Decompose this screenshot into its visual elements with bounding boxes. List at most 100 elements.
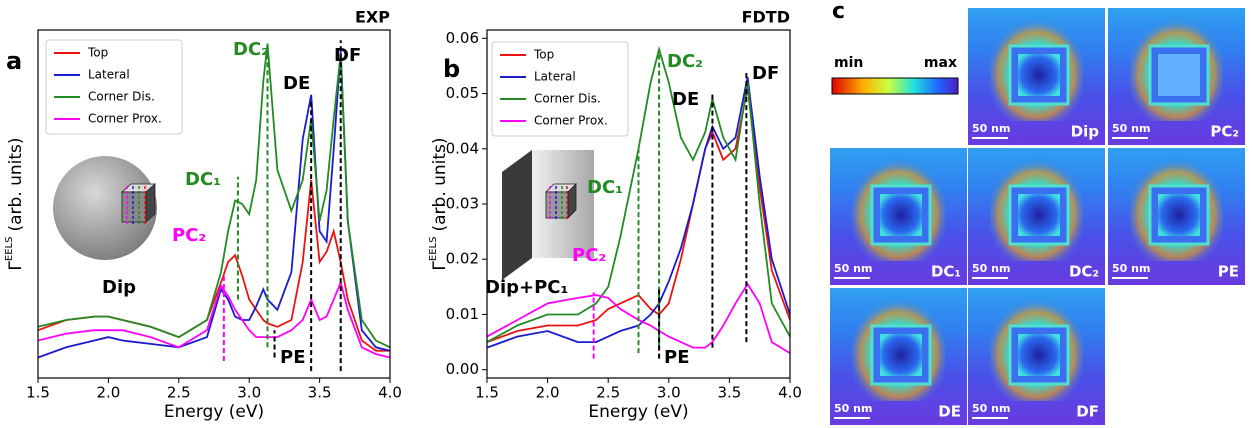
annotation: Dip+PC₁ — [485, 277, 568, 298]
panel-letter: b — [443, 55, 460, 83]
series-line — [37, 50, 391, 359]
x-tick-label: 4.0 — [378, 384, 402, 402]
annotation: PE — [664, 347, 690, 368]
y-tick-label: 0.01 — [446, 305, 479, 323]
map-core — [1018, 54, 1060, 96]
panel-letter: c — [832, 0, 845, 24]
map-label: DE — [938, 403, 961, 421]
scale-label: 50 nm — [972, 122, 1010, 135]
y-axis-label-part: (arb. units) — [6, 137, 26, 231]
x-tick-label: 3.0 — [237, 384, 261, 402]
chart-title: FDTD — [742, 8, 790, 27]
y-tick-label: 0.06 — [446, 29, 479, 47]
y-axis-label-part: Γ — [6, 261, 26, 271]
annotation: DF — [334, 45, 361, 66]
map-core — [1158, 194, 1200, 236]
map-core — [880, 334, 922, 376]
annotation: DE — [672, 89, 699, 110]
x-tick-label: 4.0 — [778, 384, 802, 402]
y-axis-label-part: (arb. units) — [430, 137, 450, 231]
legend-label: Corner Dis. — [534, 92, 601, 106]
series-line — [37, 279, 391, 359]
x-tick-label: 3.5 — [717, 384, 741, 402]
x-tick-label: 2.5 — [596, 384, 620, 402]
x-tick-label: 2.0 — [96, 384, 120, 402]
map-core — [1018, 334, 1060, 376]
scale-label: 50 nm — [972, 262, 1010, 275]
y-tick-label: 0.03 — [446, 195, 479, 213]
x-tick-label: 1.5 — [26, 384, 50, 402]
map-label: DC₂ — [1069, 263, 1099, 281]
colorbar-max: max — [924, 55, 957, 71]
annotation: DC₂ — [667, 51, 703, 72]
legend-label: Lateral — [534, 70, 576, 84]
series-line — [486, 45, 791, 343]
y-axis-label: ΓEELS (arb. units) — [428, 137, 450, 270]
eels-map: 50 nm DC₂ — [968, 148, 1105, 285]
map-label: DC₁ — [931, 263, 961, 281]
legend-label: Top — [87, 46, 108, 60]
annotation: DC₂ — [233, 39, 269, 60]
x-tick-label: 1.5 — [475, 384, 499, 402]
map-core — [1018, 194, 1060, 236]
scale-label: 50 nm — [834, 402, 872, 415]
y-axis-label-part: EELS — [4, 237, 15, 262]
plot-frame — [486, 29, 791, 379]
y-axis-label-part: EELS — [428, 237, 439, 262]
y-tick-label: 0.02 — [446, 250, 479, 268]
sphere-inset — [53, 156, 157, 260]
x-axis-label: Energy (eV) — [164, 402, 264, 422]
colorbar-min: min — [834, 55, 863, 71]
map-label: PC₂ — [1210, 123, 1239, 141]
x-tick-label: 3.0 — [657, 384, 681, 402]
y-axis-label-part: Γ — [430, 261, 450, 271]
legend-label: Corner Prox. — [534, 114, 608, 128]
legend-box — [45, 39, 183, 135]
eels-map: 50 nm PC₂ — [1108, 8, 1245, 145]
scale-label: 50 nm — [1112, 262, 1150, 275]
eels-map: 50 nm DF — [968, 288, 1105, 425]
y-tick-label: 0.05 — [446, 84, 479, 102]
eels-map: 50 nm DC₁ — [830, 148, 967, 285]
map-core — [1158, 54, 1200, 96]
eels-map: 50 nm PE — [1108, 148, 1245, 285]
annotation: PE — [280, 347, 306, 368]
eels-map: 50 nm DE — [830, 288, 967, 425]
legend-label: Top — [533, 48, 554, 62]
chart-title: EXP — [355, 8, 390, 27]
annotation: PC₂ — [572, 245, 606, 266]
scale-label: 50 nm — [1112, 122, 1150, 135]
legend-box — [491, 41, 629, 137]
colorbar — [831, 77, 959, 95]
map-label: DF — [1076, 403, 1099, 421]
annotation: Dip — [102, 277, 136, 298]
map-core — [880, 194, 922, 236]
annotation: DF — [752, 63, 779, 84]
series-line — [486, 76, 791, 349]
x-tick-label: 2.5 — [167, 384, 191, 402]
scale-label: 50 nm — [834, 262, 872, 275]
legend-label: Lateral — [88, 68, 130, 82]
eels-map: 50 nm Dip — [968, 8, 1105, 145]
x-axis-label: Energy (eV) — [588, 402, 688, 422]
legend-label: Corner Prox. — [88, 112, 162, 126]
map-label: PE — [1218, 263, 1239, 281]
scale-label: 50 nm — [972, 402, 1010, 415]
annotation: DC₁ — [587, 177, 623, 198]
x-tick-label: 3.5 — [308, 384, 332, 402]
y-tick-label: 0.04 — [446, 139, 479, 157]
plot-frame — [37, 29, 391, 379]
series-line — [486, 282, 791, 354]
x-tick-label: 2.0 — [536, 384, 560, 402]
legend-label: Corner Dis. — [88, 90, 155, 104]
y-tick-label: 0.00 — [446, 360, 479, 378]
annotation: DC₁ — [185, 169, 221, 190]
panel-letter: a — [6, 47, 22, 75]
series-line — [37, 43, 391, 349]
annotation: DE — [283, 73, 310, 94]
annotation: PC₂ — [172, 225, 206, 246]
cube-inset — [502, 150, 594, 280]
y-axis-label: ΓEELS (arb. units) — [4, 137, 26, 270]
map-label: Dip — [1071, 123, 1100, 141]
